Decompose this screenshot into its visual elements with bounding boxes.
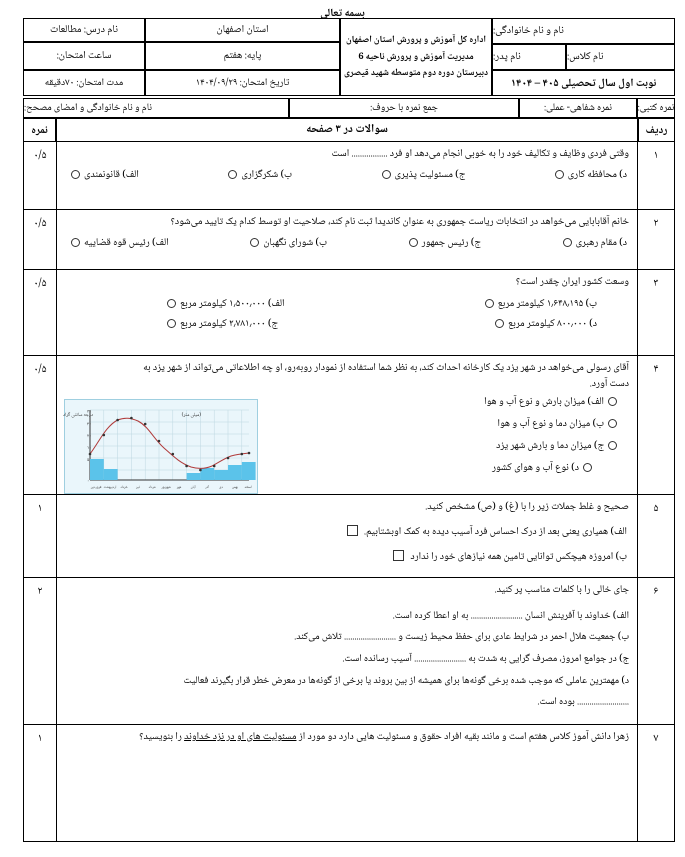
svg-text:۱۰: ۱۰ [87,445,92,453]
svg-text:آذر: آذر [204,485,209,491]
svg-text:۳۰: ۳۰ [87,421,92,429]
svg-text:فروردین: فروردین [91,485,102,491]
svg-text:آبان: آبان [191,485,196,491]
svg-text:شهریور: شهریور [160,485,171,491]
svg-text:مرداد: مرداد [149,485,156,491]
svg-text:خرداد: خرداد [120,485,128,491]
svg-text:دی: دی [219,485,223,491]
svg-text:اسفند: اسفند [244,485,252,491]
svg-text:۲۰: ۲۰ [87,433,92,441]
svg-text:مهر: مهر [176,485,182,491]
svg-text:۰: ۰ [87,478,89,486]
svg-text:(میلی متر): (میلی متر) [182,411,202,420]
svg-text:بهمن: بهمن [232,485,238,491]
svg-text:درجه سانتی گراد: درجه سانتی گراد [63,412,93,420]
svg-text:اردیبهشت: اردیبهشت [104,485,117,491]
svg-text:تیر: تیر [135,485,141,491]
